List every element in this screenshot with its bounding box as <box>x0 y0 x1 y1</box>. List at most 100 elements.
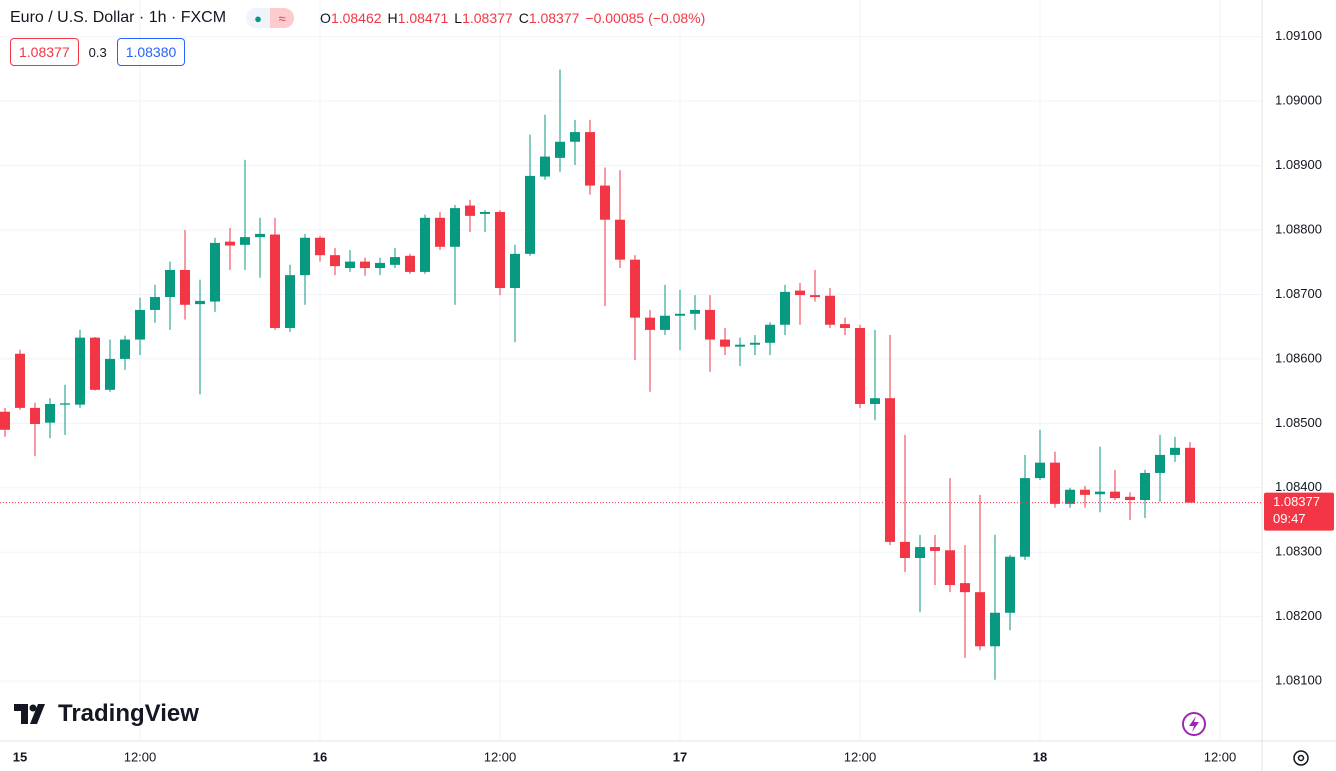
candle-body <box>269 234 280 328</box>
candle-body <box>1064 489 1075 504</box>
candle-body <box>494 211 505 289</box>
change: −0.00085 (−0.08%) <box>585 10 706 26</box>
candle-body <box>704 309 715 340</box>
candle-body <box>239 237 250 245</box>
candle-body <box>524 175 535 254</box>
candle-body <box>824 295 835 325</box>
candle-body <box>884 398 895 542</box>
candle-body <box>0 411 10 430</box>
candle-body <box>779 291 790 325</box>
candle-body <box>134 309 145 340</box>
candle-body <box>209 242 220 302</box>
candle-body <box>734 344 745 347</box>
candle-body <box>314 237 325 256</box>
countdown: 09:47 <box>1273 511 1306 526</box>
price-label-box <box>1264 492 1334 531</box>
candle-body <box>1019 478 1030 557</box>
ohlc-label: H <box>387 10 398 26</box>
candle-body <box>479 211 490 214</box>
x-tick-label: 12:00 <box>124 749 157 764</box>
x-tick-label: 12:00 <box>1204 749 1237 764</box>
candle-body <box>644 317 655 330</box>
candle-body <box>899 541 910 559</box>
bid-ask-row: 1.08377 0.3 1.08380 <box>10 38 186 66</box>
candle-body <box>389 257 400 265</box>
candle-body <box>164 269 175 298</box>
y-tick-label: 1.08600 <box>1275 350 1322 365</box>
y-tick-label: 1.08100 <box>1275 673 1322 688</box>
ohlc-value: 1.08471 <box>397 10 449 26</box>
logo <box>14 704 45 724</box>
spread: 0.3 <box>88 44 107 60</box>
sell-button[interactable]: 1.08377 <box>10 38 79 66</box>
candle-body <box>179 269 190 305</box>
y-tick-label: 1.08700 <box>1275 286 1322 301</box>
candle-body <box>974 592 985 647</box>
y-tick-label: 1.09000 <box>1275 93 1322 108</box>
symbol-title[interactable]: Euro / U.S. Dollar · 1h · FXCM <box>10 9 227 26</box>
ohlc-label: C <box>518 10 529 26</box>
candle-body <box>224 241 235 246</box>
candle-body <box>554 141 565 158</box>
icon-bolt <box>1189 716 1199 732</box>
candle-body <box>1034 462 1045 479</box>
candle-body <box>989 612 1000 647</box>
candle-body <box>14 353 25 408</box>
candle-body <box>854 327 865 405</box>
candle-body <box>629 259 640 318</box>
candle-body <box>584 132 595 186</box>
candle-body <box>809 295 820 298</box>
candle-body <box>1079 489 1090 495</box>
ohlc-value: 1.08377 <box>462 10 513 26</box>
icon-core <box>1297 754 1305 762</box>
candle-body <box>1184 447 1195 503</box>
candle-body <box>1124 496 1135 501</box>
y-tick-label: 1.08500 <box>1275 415 1322 430</box>
candle-body <box>464 205 475 216</box>
candle-body <box>659 315 670 330</box>
candle-body <box>1139 472 1150 501</box>
settings-icon[interactable] <box>1293 750 1309 766</box>
flash-icon <box>1182 712 1206 736</box>
candle-body <box>569 132 580 142</box>
candle-body <box>929 547 940 551</box>
candle-body <box>434 217 445 247</box>
candle-body <box>299 237 310 276</box>
ohlc-label: L <box>454 10 463 26</box>
y-tick-label: 1.08300 <box>1275 544 1322 559</box>
candle-body <box>404 255 415 272</box>
candle-body <box>119 339 130 359</box>
candle-body <box>1004 556 1015 613</box>
candle-body <box>794 290 805 296</box>
candle-body <box>419 217 430 272</box>
candle-body <box>959 583 970 593</box>
candle-body <box>1154 454 1165 473</box>
candle-body <box>719 339 730 347</box>
candle-body <box>449 208 460 247</box>
candle-body <box>44 404 55 423</box>
buy-button[interactable]: 1.08380 <box>116 38 186 66</box>
y-tick-label: 1.08400 <box>1275 479 1322 494</box>
legend-header: Euro / U.S. Dollar · 1h · FXCM ● ≈ O 1.084… <box>10 8 705 28</box>
candle-body <box>1109 491 1120 499</box>
x-tick-label: 12:00 <box>484 749 517 764</box>
candle-body <box>1169 447 1180 455</box>
ohlc-label: O <box>320 10 331 26</box>
icon-ring <box>1293 750 1309 766</box>
candle-body <box>1049 462 1060 504</box>
watermark-text: TradingView <box>58 700 199 727</box>
candle-body <box>374 262 385 269</box>
status-pill[interactable]: ● ≈ <box>246 8 295 28</box>
candle-body <box>764 324 775 343</box>
candle-body <box>89 337 100 390</box>
candle-body <box>74 337 85 405</box>
candle-body <box>29 407 40 424</box>
ohlc-value: 1.08377 <box>528 10 580 26</box>
candle-body <box>689 309 700 314</box>
y-tick-label: 1.08800 <box>1275 221 1322 236</box>
candle-body <box>329 255 340 267</box>
candle-body <box>539 156 550 177</box>
